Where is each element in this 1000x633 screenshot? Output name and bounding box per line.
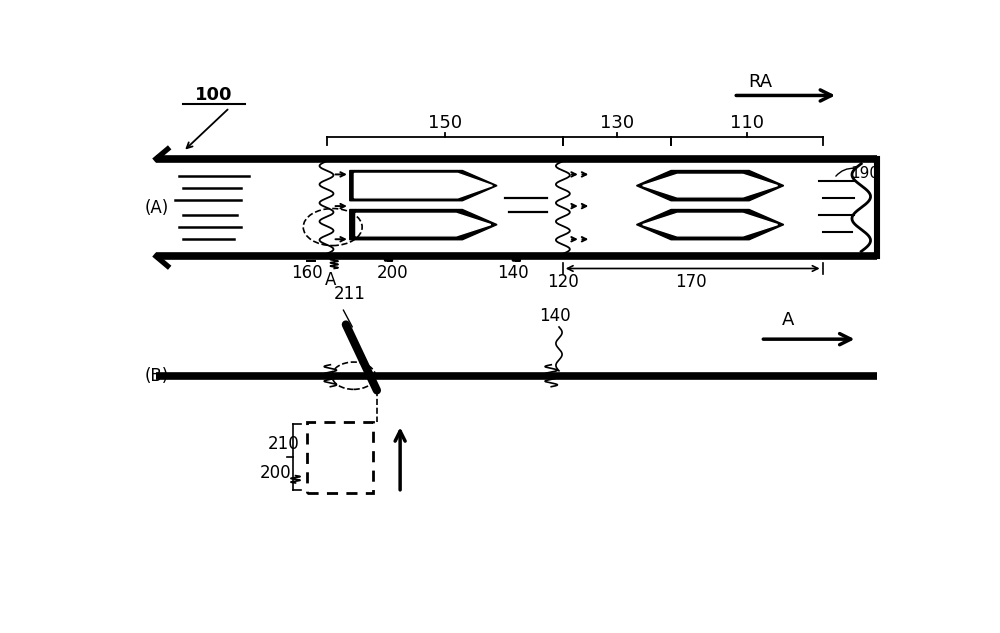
Polygon shape bbox=[637, 170, 784, 201]
Text: 130: 130 bbox=[600, 114, 634, 132]
Text: (B): (B) bbox=[144, 367, 169, 385]
Polygon shape bbox=[637, 210, 784, 240]
Text: 200: 200 bbox=[260, 464, 292, 482]
Text: 110: 110 bbox=[730, 114, 764, 132]
Text: 190: 190 bbox=[851, 166, 880, 181]
Text: 140: 140 bbox=[497, 263, 528, 282]
Text: RA: RA bbox=[748, 73, 773, 91]
Polygon shape bbox=[350, 210, 497, 240]
Text: A: A bbox=[325, 271, 336, 289]
Bar bbox=[307, 422, 373, 492]
Polygon shape bbox=[643, 213, 778, 236]
Text: 211: 211 bbox=[334, 285, 366, 303]
Polygon shape bbox=[350, 170, 497, 201]
Text: 160: 160 bbox=[291, 263, 323, 282]
Polygon shape bbox=[643, 175, 778, 197]
Text: 100: 100 bbox=[195, 87, 233, 104]
Text: 210: 210 bbox=[268, 435, 299, 453]
Polygon shape bbox=[356, 213, 491, 236]
Text: 140: 140 bbox=[539, 306, 571, 325]
Text: 120: 120 bbox=[547, 273, 579, 291]
Text: 150: 150 bbox=[428, 114, 462, 132]
Text: 200: 200 bbox=[377, 263, 408, 282]
Text: A: A bbox=[781, 311, 794, 329]
Text: 170: 170 bbox=[675, 273, 707, 291]
Text: (A): (A) bbox=[144, 199, 169, 216]
Polygon shape bbox=[354, 173, 492, 197]
